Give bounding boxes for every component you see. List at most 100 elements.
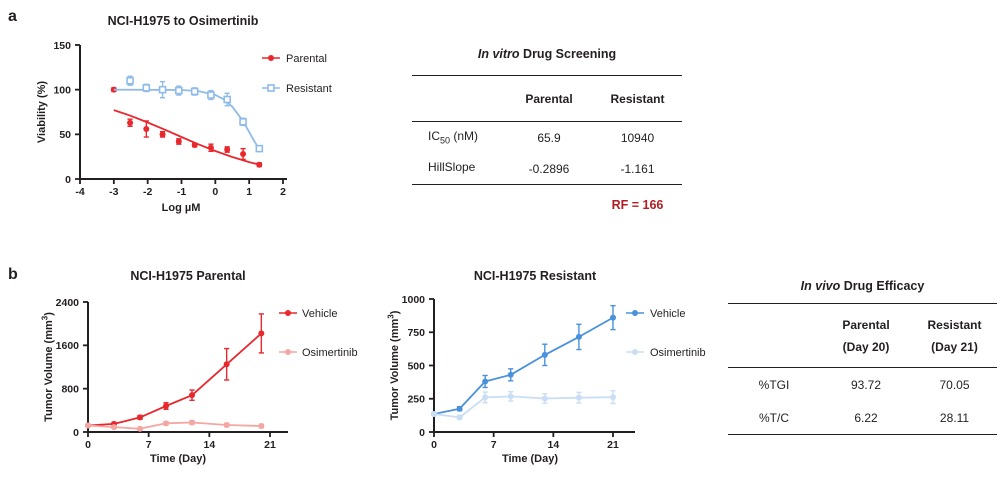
row-label-hillslope: HillSlope <box>412 160 505 176</box>
data-point <box>267 84 275 92</box>
table-row-tc: %T/C 6.22 28.11 <box>728 401 997 434</box>
data-point <box>575 394 582 401</box>
y-axis-label: Tumor Volume (mm3) <box>387 310 402 420</box>
row-label-ic50: IC50 (nM) <box>412 129 505 145</box>
x-tick-label: 0 <box>431 439 437 451</box>
data-point <box>223 95 231 104</box>
invivo-parental-header-line2: (Day 20) <box>842 339 890 354</box>
data-point <box>142 84 151 92</box>
data-point <box>507 371 514 378</box>
y-axis-label: Viability (%) <box>36 81 48 143</box>
table-row-hillslope: HillSlope -0.2896 -1.161 <box>412 153 682 184</box>
data-point <box>191 142 198 149</box>
y-tick-label: 0 <box>73 427 79 439</box>
data-point <box>163 403 169 409</box>
chart-title: NCI-H1975 Resistant <box>474 269 597 283</box>
y-tick-label: 750 <box>407 327 425 339</box>
invivo-title-italic: In vivo <box>800 279 841 293</box>
tc-parental-value: 6.22 <box>854 410 878 425</box>
ic50-resistant-value: 10940 <box>620 130 655 145</box>
data-point <box>258 423 265 430</box>
ic50-parental-value: 65.9 <box>537 130 561 145</box>
ic50-label-main: IC <box>428 129 440 144</box>
data-point <box>175 138 182 145</box>
table-bottom-rule <box>412 184 682 185</box>
table-header-rule <box>412 121 682 122</box>
y-tick-label: 0 <box>65 174 71 186</box>
data-point <box>541 351 548 358</box>
invitro-title-italic: In vitro <box>477 47 520 61</box>
x-tick-label: -3 <box>109 186 118 198</box>
y-tick-label: 50 <box>59 129 71 141</box>
invivo-efficacy-table: In vivo Drug Efficacy Parental (Day 20) … <box>728 276 997 435</box>
data-point <box>224 146 231 153</box>
invitro-title-rest: Drug Screening <box>519 47 617 61</box>
data-point <box>174 86 183 95</box>
tgi-resistant-value: 70.05 <box>939 377 970 392</box>
invivo-table-title: In vivo Drug Efficacy <box>728 276 997 296</box>
data-point <box>223 421 230 428</box>
invitro-table-title: In vitro Drug Screening <box>412 44 682 64</box>
invivo-resistant-header-line2: (Day 21) <box>931 339 978 354</box>
panel-a-label: a <box>8 8 17 25</box>
legend-label-resistant: Resistant <box>286 83 332 95</box>
series-line-vehicle <box>433 316 614 415</box>
x-tick-label: 14 <box>547 439 559 451</box>
hillslope-parental-value: -0.2896 <box>528 161 570 176</box>
invivo-title-rest: Drug Efficacy <box>840 279 925 293</box>
y-tick-label: 800 <box>61 383 79 395</box>
y-tick-label: 250 <box>407 394 425 406</box>
data-point <box>541 395 548 402</box>
fit-line-parental <box>113 109 262 166</box>
legend-label-osimertinib: Osimertinib <box>650 347 706 359</box>
y-tick-label: 150 <box>53 40 71 52</box>
x-axis-label: Time (Day) <box>150 453 206 465</box>
hillslope-label-main: HillSlope <box>428 160 476 175</box>
parental-tumor-growth-chart: 0 800 1600 2400 0 7 14 21 NCI-H1975 Parental Time… <box>41 269 358 465</box>
series-line-vehicle <box>87 332 262 427</box>
tgi-parental-value: 93.72 <box>850 377 882 392</box>
invitro-footer-row: RF = 166 <box>412 197 682 213</box>
table-header-rule <box>728 367 997 368</box>
invivo-resistant-header-line1: Resistant <box>927 317 982 332</box>
x-tick-label: -2 <box>143 186 152 198</box>
panel-b-label: b <box>8 266 18 283</box>
x-axis-label: Log µM <box>162 202 201 214</box>
data-point <box>431 411 437 418</box>
axis-lines <box>79 45 287 180</box>
x-axis-label: Time (Day) <box>502 453 558 465</box>
invitro-col-header-resistant: Resistant <box>610 91 665 106</box>
data-point <box>610 394 616 401</box>
x-tick-label: 2 <box>280 186 286 198</box>
row-label-tc: %T/C <box>759 410 789 425</box>
data-point <box>126 76 134 85</box>
data-point <box>482 394 489 401</box>
data-point <box>85 422 91 429</box>
table-row-ic50: IC50 (nM) 65.9 10940 <box>412 122 682 153</box>
legend-label-vehicle: Vehicle <box>650 308 685 320</box>
table-top-rule <box>412 75 682 76</box>
data-point <box>207 91 215 99</box>
ic50-label-sub: 50 <box>440 135 451 146</box>
data-point <box>456 414 463 421</box>
legend-label-vehicle: Vehicle <box>302 308 337 320</box>
data-point <box>256 161 263 168</box>
y-tick-label: 100 <box>53 84 71 96</box>
data-point <box>610 314 616 321</box>
data-point <box>258 330 265 337</box>
data-point <box>632 349 638 355</box>
data-point <box>127 119 134 126</box>
data-point <box>137 425 143 432</box>
y-tick-label: 0 <box>419 427 425 439</box>
y-tick-label: 1600 <box>56 340 80 352</box>
resistance-factor-note: RF = 166 <box>611 198 664 212</box>
data-point <box>240 150 247 157</box>
ic50-label-unit: (nM) <box>450 129 479 144</box>
viability-dose-response-chart: 0 50 100 150 -4 -3 -2 -1 0 1 2 NCI-H1975 to Osimert… <box>36 14 332 214</box>
data-point <box>507 393 514 400</box>
invitro-screening-table: In vitro Drug Screening Parental Resista… <box>412 44 682 213</box>
data-point <box>190 87 199 96</box>
table-top-rule <box>728 303 997 304</box>
invivo-parental-header-line1: Parental <box>842 317 890 332</box>
table-bottom-rule <box>728 434 997 435</box>
